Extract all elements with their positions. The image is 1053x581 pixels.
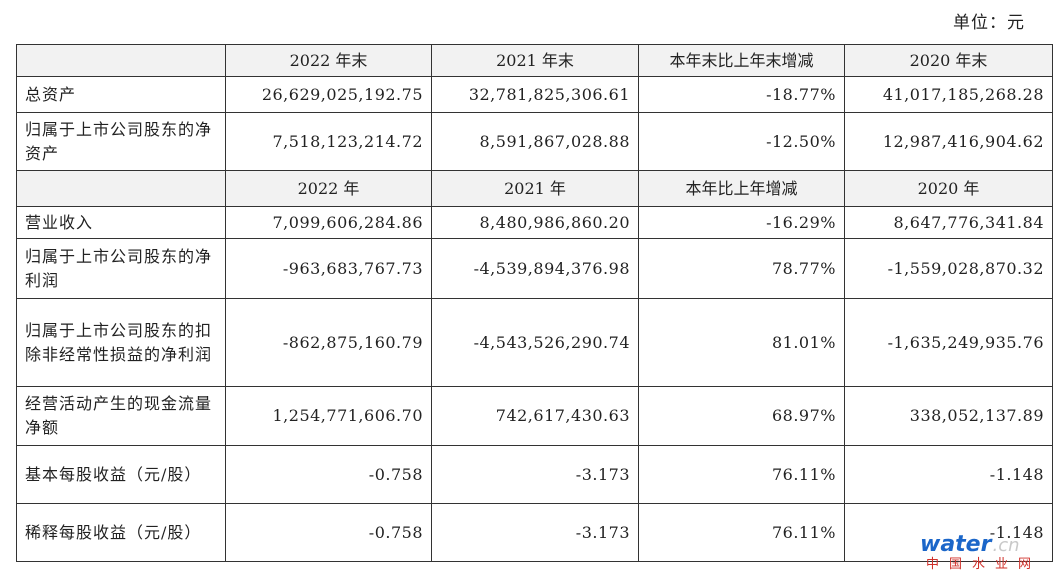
cell-2022: 7,518,123,214.72	[225, 112, 432, 171]
unit-label: 单位：元	[953, 13, 1025, 33]
row-label: 总资产	[16, 76, 226, 113]
header-corner	[16, 170, 226, 207]
row-label: 归属于上市公司股东的净资产	[16, 112, 226, 171]
row-label: 营业收入	[16, 206, 226, 239]
cell-2020: -1.148	[844, 445, 1053, 504]
cell-2020: -1.148	[844, 503, 1053, 562]
cell-2022: -0.758	[225, 503, 432, 562]
header-2022: 2022 年	[225, 170, 432, 207]
header-change-end: 本年末比上年末增减	[638, 44, 845, 77]
header-2020: 2020 年	[844, 170, 1053, 207]
cell-2021: -4,543,526,290.74	[431, 298, 639, 387]
cell-change: 78.77%	[638, 238, 845, 299]
cell-2022: -963,683,767.73	[225, 238, 432, 299]
row-label: 归属于上市公司股东的扣除非经常性损益的净利润	[16, 298, 226, 387]
cell-change: -16.29%	[638, 206, 845, 239]
cell-2021: -4,539,894,376.98	[431, 238, 639, 299]
header-change: 本年比上年增减	[638, 170, 845, 207]
cell-2020: 338,052,137.89	[844, 386, 1053, 446]
cell-2020: -1,559,028,870.32	[844, 238, 1053, 299]
cell-2021: 8,480,986,860.20	[431, 206, 639, 239]
row-label: 基本每股收益（元/股）	[16, 445, 226, 504]
cell-2022: 7,099,606,284.86	[225, 206, 432, 239]
cell-2020: 41,017,185,268.28	[844, 76, 1053, 113]
table-row: 归属于上市公司股东的净资产 7,518,123,214.72 8,591,867…	[16, 112, 1053, 171]
header-row-period: 2022 年 2021 年 本年比上年增减 2020 年	[16, 170, 1053, 207]
table-row: 总资产 26,629,025,192.75 32,781,825,306.61 …	[16, 76, 1053, 113]
financial-summary-table: 2022 年末 2021 年末 本年末比上年末增减 2020 年末 总资产 26…	[16, 44, 1053, 562]
cell-change: 68.97%	[638, 386, 845, 446]
cell-2022: 1,254,771,606.70	[225, 386, 432, 446]
header-2022-end: 2022 年末	[225, 44, 432, 77]
cell-2022: -0.758	[225, 445, 432, 504]
cell-2022: 26,629,025,192.75	[225, 76, 432, 113]
cell-2021: -3.173	[431, 503, 639, 562]
cell-2021: 32,781,825,306.61	[431, 76, 639, 113]
table-row: 归属于上市公司股东的扣除非经常性损益的净利润 -862,875,160.79 -…	[16, 298, 1053, 387]
row-label: 经营活动产生的现金流量净额	[16, 386, 226, 446]
cell-2021: -3.173	[431, 445, 639, 504]
header-2020-end: 2020 年末	[844, 44, 1053, 77]
row-label: 归属于上市公司股东的净利润	[16, 238, 226, 299]
cell-2021: 8,591,867,028.88	[431, 112, 639, 171]
table-row: 归属于上市公司股东的净利润 -963,683,767.73 -4,539,894…	[16, 238, 1053, 299]
header-row-period-end: 2022 年末 2021 年末 本年末比上年末增减 2020 年末	[16, 44, 1053, 77]
header-2021-end: 2021 年末	[431, 44, 639, 77]
header-corner	[16, 44, 226, 77]
cell-change: 76.11%	[638, 503, 845, 562]
cell-2020: 8,647,776,341.84	[844, 206, 1053, 239]
table-row: 经营活动产生的现金流量净额 1,254,771,606.70 742,617,4…	[16, 386, 1053, 446]
cell-change: 76.11%	[638, 445, 845, 504]
cell-2020: -1,635,249,935.76	[844, 298, 1053, 387]
header-2021: 2021 年	[431, 170, 639, 207]
cell-2020: 12,987,416,904.62	[844, 112, 1053, 171]
cell-change: -18.77%	[638, 76, 845, 113]
row-label: 稀释每股收益（元/股）	[16, 503, 226, 562]
cell-2021: 742,617,430.63	[431, 386, 639, 446]
table-row: 营业收入 7,099,606,284.86 8,480,986,860.20 -…	[16, 206, 1053, 239]
cell-change: -12.50%	[638, 112, 845, 171]
table-row: 稀释每股收益（元/股） -0.758 -3.173 76.11% -1.148	[16, 503, 1053, 562]
cell-change: 81.01%	[638, 298, 845, 387]
cell-2022: -862,875,160.79	[225, 298, 432, 387]
table-row: 基本每股收益（元/股） -0.758 -3.173 76.11% -1.148	[16, 445, 1053, 504]
